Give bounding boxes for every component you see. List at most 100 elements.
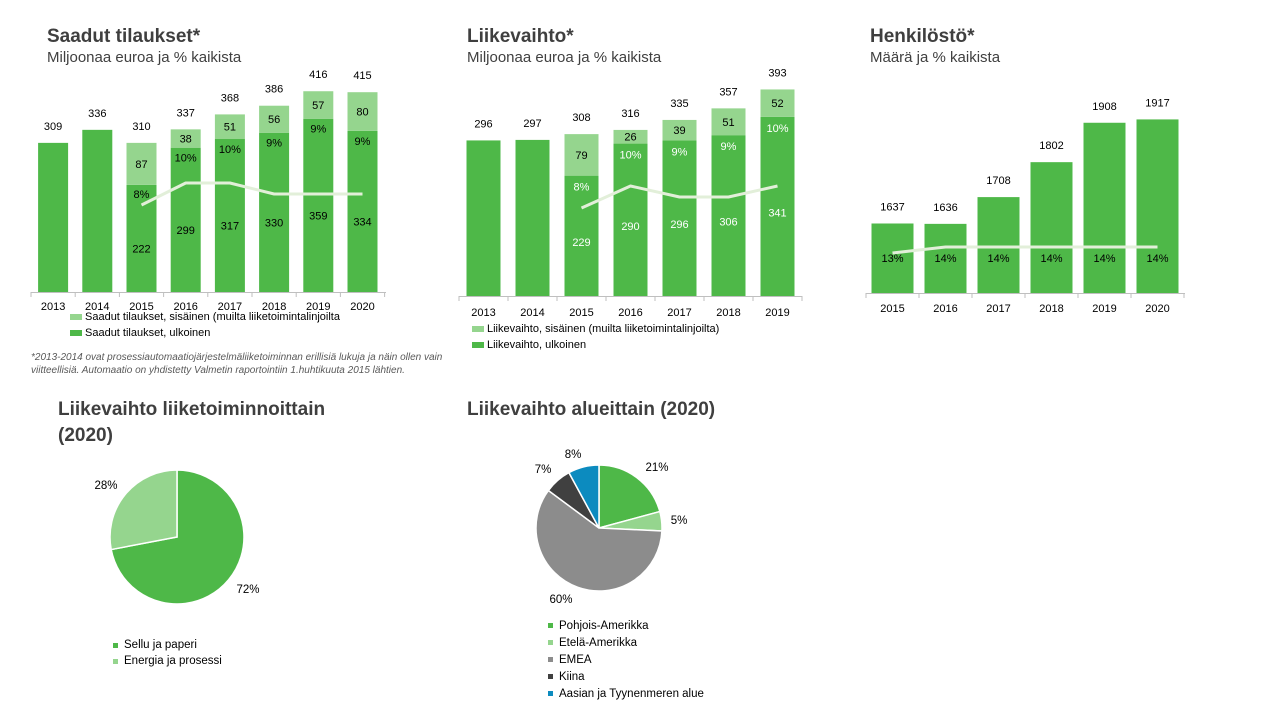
data-label-external: 299 (177, 225, 195, 237)
legend-swatch-internal (472, 326, 484, 332)
legend-swatch (548, 691, 553, 696)
legend-label: Liikevaihto, sisäinen (muilta liiketoimi… (487, 323, 720, 335)
pie-business-legend: Sellu ja paperi Energia ja prosessi (113, 637, 222, 669)
x-tick-label: 2016 (618, 307, 642, 319)
legend-item-orders-internal: Saadut tilaukset, sisäinen (muilta liike… (70, 309, 340, 325)
legend-label: Etelä-Amerikka (559, 636, 637, 649)
data-label-external: 334 (353, 216, 371, 228)
bar-internal (347, 92, 378, 131)
data-label-external: 341 (768, 207, 786, 219)
x-tick-label: 2019 (306, 301, 330, 313)
data-label-external: 290 (621, 221, 639, 233)
x-tick-label: 2015 (129, 301, 153, 313)
bar-internal (711, 108, 746, 136)
data-label-total: 1917 (1145, 97, 1169, 109)
pie-slice (535, 489, 663, 592)
bar-internal (126, 142, 157, 185)
x-tick-label: 2014 (520, 307, 544, 319)
bar-external (1030, 162, 1073, 293)
x-tick-label: 2016 (173, 301, 197, 313)
orders-title: Saadut tilaukset* (47, 26, 201, 47)
share-label: 9% (310, 124, 326, 136)
legend-item: EMEA (548, 651, 704, 668)
legend-swatch-external (472, 342, 484, 348)
data-label-total: 386 (265, 84, 283, 96)
legend-label: Saadut tilaukset, ulkoinen (85, 327, 211, 339)
share-label: 9% (266, 138, 282, 150)
share-line (140, 181, 363, 207)
share-label: 14% (934, 253, 956, 265)
bar-external (466, 140, 501, 296)
bar-internal (564, 134, 599, 176)
bar-external (259, 132, 290, 292)
personnel-title: Henkilöstö* (870, 26, 975, 47)
data-label-internal: 80 (356, 107, 368, 119)
share-label: 8% (574, 182, 590, 194)
data-label-total: 316 (621, 108, 639, 120)
x-tick-label: 2020 (350, 301, 374, 313)
x-tick-label: 2020 (1145, 303, 1169, 315)
pie-slice (109, 469, 178, 551)
share-label: 10% (766, 123, 788, 135)
share-line (580, 184, 778, 210)
bar-internal (303, 91, 334, 119)
bar-external (613, 143, 648, 296)
bar-internal (613, 129, 648, 144)
x-tick-label: 2018 (716, 307, 740, 319)
data-label-internal: 51 (722, 117, 734, 129)
share-label: 9% (672, 146, 688, 158)
share-label: 14% (987, 253, 1009, 265)
orders-subtitle: Miljoonaa euroa ja % kaikista (47, 49, 242, 66)
bar-internal (214, 114, 245, 140)
legend-swatch-external (70, 330, 82, 336)
x-tick-label: 2019 (1092, 303, 1116, 315)
bar-internal (760, 89, 795, 117)
x-tick-label: 2015 (880, 303, 904, 315)
data-label-total: 368 (221, 92, 239, 104)
legend-swatch (113, 642, 118, 648)
legend-label: Liikevaihto, ulkoinen (487, 339, 587, 351)
legend-item-orders-external: Saadut tilaukset, ulkoinen (70, 325, 340, 341)
x-tick-label: 2018 (1039, 303, 1063, 315)
sales-subtitle: Miljoonaa euroa ja % kaikista (467, 49, 662, 66)
legend-label: Pohjois-Amerikka (559, 619, 649, 632)
sales-legend: Liikevaihto, sisäinen (muilta liiketoimi… (472, 321, 719, 353)
data-label-internal: 38 (180, 134, 192, 146)
data-label-internal: 51 (224, 122, 236, 134)
legend-item: Kiina (548, 668, 704, 685)
x-tick-label: 2014 (85, 301, 109, 313)
share-line (892, 245, 1158, 255)
legend-swatch (113, 658, 118, 664)
bar-external (924, 223, 967, 293)
pie-slice (598, 464, 661, 529)
data-label-external: 330 (265, 217, 283, 229)
data-label-external: 317 (221, 221, 239, 233)
share-label: 10% (175, 153, 197, 165)
x-tick-label: 2016 (933, 303, 957, 315)
bar-external (126, 184, 157, 292)
share-label: 14% (1040, 253, 1062, 265)
personnel-subtitle: Määrä ja % kaikista (870, 49, 1001, 66)
share-label: 10% (619, 150, 641, 162)
legend-label: Energia ja prosessi (124, 655, 222, 667)
x-tick-label: 2017 (667, 307, 691, 319)
legend-swatch (548, 674, 553, 679)
bar-external (871, 223, 914, 293)
bar-internal (662, 119, 697, 141)
share-label: 8% (134, 189, 150, 201)
data-label-internal: 56 (268, 114, 280, 126)
bar-external (1083, 122, 1126, 293)
legend-item-sales-internal: Liikevaihto, sisäinen (muilta liiketoimi… (472, 321, 719, 337)
bar-external (38, 142, 69, 292)
share-label: 13% (881, 253, 903, 265)
bar-external (662, 140, 697, 296)
bar-external (170, 147, 201, 292)
data-label-total: 308 (572, 112, 590, 124)
bar-external (977, 197, 1020, 293)
bar-external (214, 139, 245, 292)
data-label-external: 229 (572, 237, 590, 249)
data-label-total: 1802 (1039, 140, 1063, 152)
data-label-internal: 52 (771, 98, 783, 110)
data-label-external: 222 (132, 243, 150, 255)
